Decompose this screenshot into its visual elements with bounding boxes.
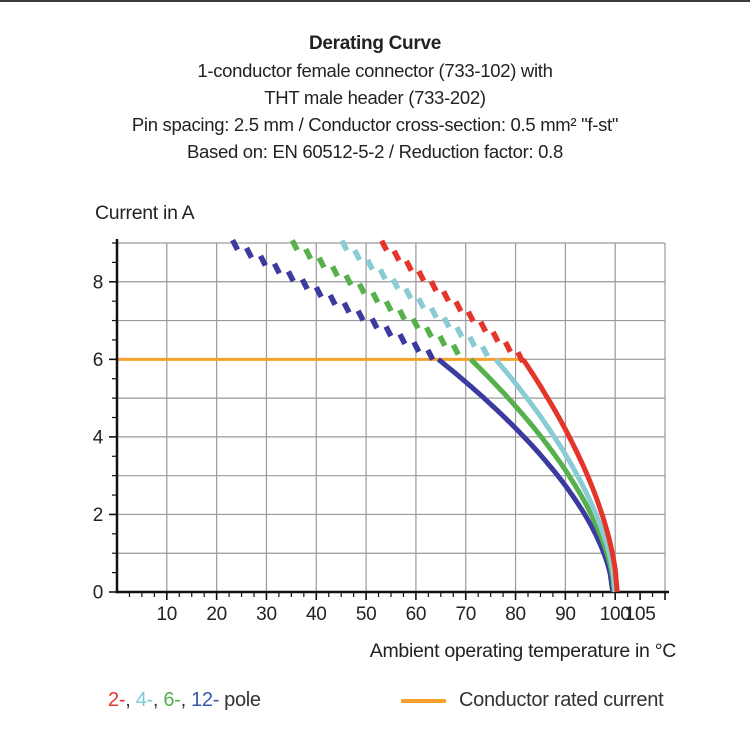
- derating-dash-6-pole: [343, 273, 354, 287]
- derating-dash-2-pole: [502, 340, 513, 353]
- derating-dash-6-pole: [410, 317, 421, 330]
- header-line-standard: Based on: EN 60512-5-2 / Reduction facto…: [187, 141, 563, 162]
- derating-dash-4-pole: [365, 258, 375, 271]
- derating-dash-2-pole: [453, 300, 464, 313]
- derating-dash-2-pole: [391, 249, 402, 262]
- x-tick-label: 105: [625, 604, 656, 625]
- derating-dash-12-pole: [313, 285, 324, 299]
- header-line-spacing: Pin spacing: 2.5 mm / Conductor cross-se…: [131, 114, 619, 135]
- derating-dash-2-pole: [490, 330, 501, 343]
- derating-dash-6-pole: [289, 239, 300, 252]
- derating-dash-6-pole: [437, 334, 448, 348]
- derating-dash-2-pole: [403, 259, 414, 272]
- derating-dash-6-pole: [450, 343, 461, 356]
- derating-dash-12-pole: [271, 262, 282, 275]
- derating-dash-4-pole: [416, 297, 426, 310]
- y-tick-label: 0: [93, 583, 103, 604]
- derating-dash-4-pole: [390, 277, 401, 290]
- pole-legend-separator: ,: [152, 689, 164, 711]
- derating-dash-12-pole: [327, 293, 338, 306]
- derating-dash-12-pole: [230, 238, 240, 252]
- pole-legend-item: 6-: [163, 689, 181, 711]
- derating-dash-4-pole: [339, 239, 350, 252]
- derating-dash-6-pole: [316, 256, 327, 269]
- derating-dash-4-pole: [454, 325, 465, 339]
- derating-dash-12-pole: [355, 309, 366, 322]
- y-tick-label: 8: [93, 272, 103, 293]
- x-tick-label: 90: [555, 604, 576, 625]
- chart-title: Derating Curve: [308, 33, 441, 54]
- x-tick-label: 50: [356, 604, 377, 625]
- y-tick-label: 2: [93, 505, 103, 526]
- derating-dash-12-pole: [425, 348, 436, 361]
- derating-dash-2-pole: [478, 320, 489, 333]
- chart-header: Derating Curve 1-conductor female connec…: [0, 30, 750, 165]
- derating-curve-6-pole: [468, 357, 617, 593]
- derating-dash-2-pole: [428, 280, 439, 293]
- derating-dash-2-pole: [379, 239, 390, 252]
- derating-dash-12-pole: [285, 270, 296, 283]
- pole-legend-suffix: pole: [224, 689, 261, 711]
- x-tick-label: 20: [206, 604, 227, 625]
- derating-curve-2-pole: [520, 357, 620, 593]
- derating-dash-6-pole: [330, 265, 340, 278]
- x-tick-label: 30: [256, 604, 277, 625]
- rated-current-swatch: [401, 698, 446, 703]
- derating-dash-2-pole: [416, 269, 427, 283]
- derating-dash-12-pole: [383, 325, 394, 338]
- pole-legend-separator: ,: [180, 689, 192, 711]
- header-line-header: THT male header (733-202): [264, 87, 486, 108]
- derating-dash-12-pole: [411, 340, 422, 354]
- x-tick-label: 60: [406, 604, 427, 625]
- x-tick-label: 80: [505, 604, 526, 625]
- derating-dash-4-pole: [352, 248, 363, 262]
- derating-dash-4-pole: [480, 345, 490, 358]
- derating-dash-4-pole: [377, 268, 388, 281]
- pole-legend-item: 4-: [135, 689, 153, 711]
- pole-legend: 2-, 4-, 6-, 12- pole: [108, 689, 261, 712]
- derating-dash-6-pole: [356, 282, 367, 295]
- derating-dash-12-pole: [299, 278, 310, 291]
- y-tick-label: 6: [93, 350, 103, 371]
- rated-current-label: Conductor rated current: [459, 689, 664, 711]
- derating-curve-4-pole: [493, 357, 618, 593]
- derating-dash-6-pole: [397, 308, 408, 321]
- derating-dash-6-pole: [424, 326, 434, 339]
- y-axis-title: Current in A: [95, 202, 195, 224]
- derating-dash-6-pole: [370, 291, 381, 304]
- derating-dash-12-pole: [397, 333, 408, 346]
- derating-dash-4-pole: [467, 335, 478, 348]
- derating-dash-4-pole: [403, 287, 414, 300]
- derating-dash-12-pole: [369, 317, 380, 330]
- derating-dash-12-pole: [258, 254, 268, 267]
- rated-current-legend: Conductor rated current: [401, 689, 664, 712]
- pole-legend-item: 12-: [191, 689, 220, 711]
- derating-dash-4-pole: [428, 306, 439, 319]
- derating-dash-2-pole: [465, 310, 476, 323]
- x-tick-label: 10: [157, 604, 178, 625]
- header-line-connector: 1-conductor female connector (733-102) w…: [197, 60, 553, 81]
- derating-dash-2-pole: [441, 290, 451, 303]
- pole-legend-item: 2-: [108, 689, 126, 711]
- x-tick-label: 70: [455, 604, 476, 625]
- derating-dash-4-pole: [441, 316, 452, 329]
- top-border-line: [0, 0, 750, 2]
- pole-legend-separator: ,: [125, 689, 136, 711]
- derating-dash-12-pole: [341, 301, 352, 314]
- x-tick-label: 100: [600, 604, 631, 625]
- y-tick-label: 4: [93, 427, 104, 448]
- x-axis-title: Ambient operating temperature in °C: [369, 640, 677, 662]
- derating-dash-6-pole: [303, 247, 314, 260]
- derating-curve-12-pole: [436, 357, 616, 593]
- pole-legend-items: 2-, 4-, 6-, 12-: [108, 689, 219, 711]
- derating-dash-12-pole: [244, 246, 254, 259]
- derating-dash-6-pole: [383, 300, 394, 313]
- x-tick-label: 40: [306, 604, 327, 625]
